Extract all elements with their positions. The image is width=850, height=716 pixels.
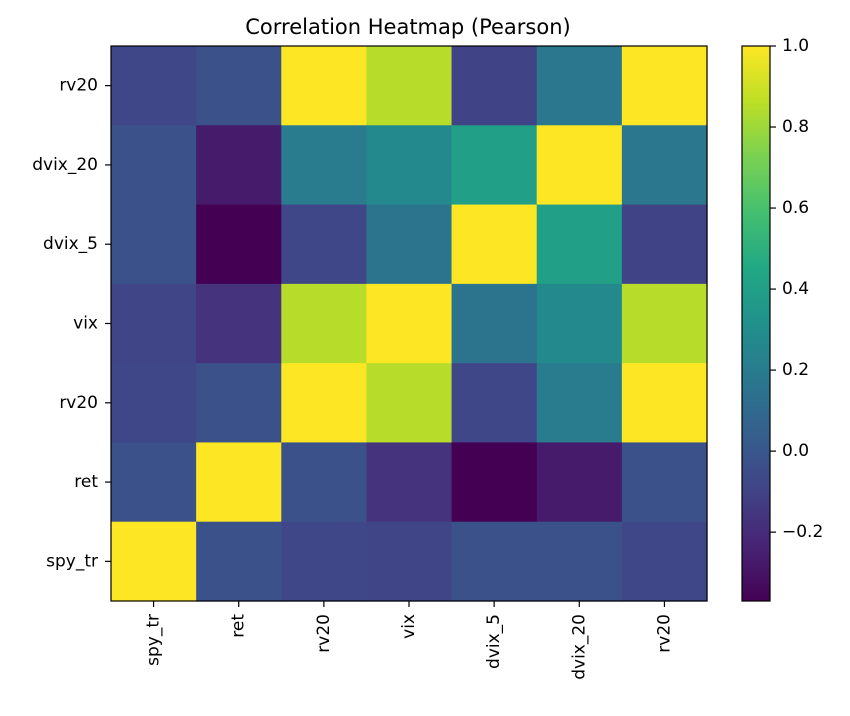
heatmap-cell [536, 283, 623, 364]
heatmap-cell [111, 125, 197, 206]
heatmap-cell [366, 283, 453, 364]
heatmap-cell [366, 521, 453, 602]
heatmap-cell [111, 46, 197, 126]
colorbar [741, 45, 771, 602]
y-tick-label: spy_tr [46, 551, 98, 571]
x-tick-label: rv20 [654, 614, 674, 653]
y-tick-label: dvix_5 [43, 234, 98, 254]
y-tick-label: rv20 [59, 76, 98, 96]
heatmap-cell [281, 46, 368, 126]
heatmap-cell [111, 283, 197, 364]
heatmap-cell [281, 283, 368, 364]
colorbar-tick-label: 0.0 [782, 441, 809, 461]
heatmap-cell [451, 204, 538, 285]
heatmap-cell [196, 46, 282, 126]
heatmap-cell [536, 442, 623, 523]
heatmap-cell [621, 283, 708, 364]
heatmap-cell [281, 442, 368, 523]
colorbar-tick-label: 0.6 [782, 198, 809, 218]
heatmap-cell [536, 46, 623, 126]
heatmap-cell [196, 204, 282, 285]
heatmap-cell [366, 363, 453, 444]
heatmap-cell [621, 204, 708, 285]
heatmap-cell [196, 521, 282, 602]
heatmap-cell [196, 125, 282, 206]
heatmap-cell [621, 521, 708, 602]
heatmap-cell [196, 442, 282, 523]
heatmap-cell [451, 442, 538, 523]
x-tick-label: vix [399, 614, 419, 639]
heatmap-cell [536, 363, 623, 444]
heatmap-cell [366, 204, 453, 285]
colorbar-tick-label: −0.2 [782, 522, 823, 542]
colorbar-tick-label: 0.2 [782, 360, 809, 380]
heatmap-cell [451, 46, 538, 126]
heatmap-cell [366, 46, 453, 126]
heatmap-cell [621, 125, 708, 206]
x-tick-label: rv20 [314, 614, 334, 653]
colorbar-axis: −0.2 0.0 0.2 0.4 0.6 0.8 1.0 [770, 36, 823, 542]
x-tick-label: ret [229, 614, 249, 638]
heatmap-cell [281, 125, 368, 206]
x-axis: spy_tr ret rv20 vix dvix_5 dvix_20 rv20 [144, 601, 674, 680]
colorbar-tick-label: 1.0 [782, 36, 809, 56]
heatmap-cells [111, 46, 708, 602]
heatmap-cell [536, 125, 623, 206]
y-tick-label: vix [73, 314, 98, 334]
heatmap-cell [196, 363, 282, 444]
chart-title: Correlation Heatmap (Pearson) [245, 15, 570, 39]
colorbar-tick-label: 0.4 [782, 279, 809, 299]
heatmap-cell [281, 204, 368, 285]
y-tick-label: ret [74, 472, 98, 492]
heatmap-cell [621, 46, 708, 126]
heatmap-cell [451, 283, 538, 364]
x-tick-label: dvix_5 [484, 614, 504, 669]
heatmap-cell [451, 363, 538, 444]
x-tick-label: spy_tr [144, 614, 164, 666]
heatmap-cell [111, 521, 197, 602]
heatmap-cell [196, 283, 282, 364]
x-tick-label: dvix_20 [569, 614, 589, 680]
heatmap-cell [281, 363, 368, 444]
y-tick-label: dvix_20 [32, 155, 98, 175]
heatmap-cell [451, 521, 538, 602]
colorbar-tick-label: 0.8 [782, 117, 809, 137]
heatmap-cell [536, 521, 623, 602]
heatmap-cell [451, 125, 538, 206]
heatmap-cell [111, 363, 197, 444]
heatmap-cell [366, 125, 453, 206]
heatmap-cell [111, 442, 197, 523]
heatmap-cell [281, 521, 368, 602]
heatmap-cell [536, 204, 623, 285]
heatmap-cell [621, 442, 708, 523]
y-tick-label: rv20 [59, 393, 98, 413]
heatmap-cell [366, 442, 453, 523]
heatmap-cell [111, 204, 197, 285]
heatmap-cell [621, 363, 708, 444]
